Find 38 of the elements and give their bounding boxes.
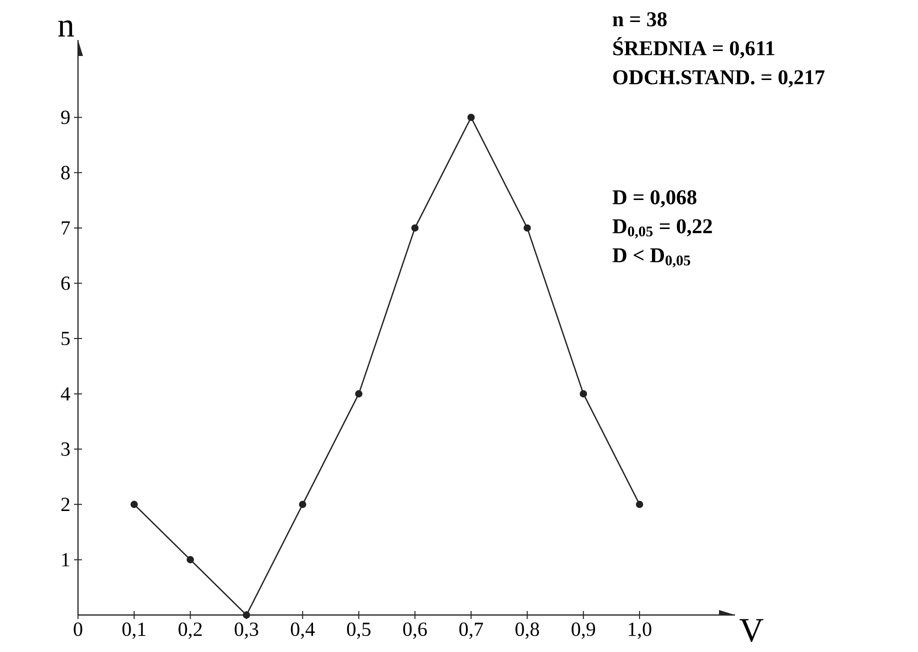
x-tick-label: 0,3 bbox=[234, 622, 258, 639]
x-tick-label: 1,0 bbox=[628, 622, 652, 639]
x-tick-label: 0,6 bbox=[403, 622, 427, 639]
point bbox=[636, 500, 644, 508]
y-tick-label: 2 bbox=[61, 498, 70, 512]
y-tick-label: 5 bbox=[62, 332, 70, 346]
y-tick-label: 4 bbox=[60, 387, 70, 400]
x-tick-label: 0,1 bbox=[122, 622, 146, 639]
annotation: ŚREDNIA = 0,611 bbox=[613, 37, 774, 58]
x-tick-label: 0,8 bbox=[516, 622, 539, 639]
y-tick-label: 9 bbox=[61, 110, 70, 124]
y-tick-label: 8 bbox=[61, 166, 70, 180]
point bbox=[355, 390, 362, 398]
point bbox=[411, 224, 419, 232]
y-tick-label: 1 bbox=[62, 553, 70, 566]
x-tick-label: 0,5 bbox=[347, 622, 370, 639]
x-tick-label: 0,4 bbox=[290, 622, 315, 639]
annotation: ODCH.STAND. = 0,217 bbox=[613, 70, 825, 88]
text: n = 38 bbox=[612, 12, 667, 26]
point bbox=[524, 224, 531, 232]
x-axis-title: V bbox=[740, 619, 764, 642]
x-tick-label: 0,2 bbox=[178, 622, 202, 639]
point bbox=[580, 390, 588, 398]
x-tick-label: 0 bbox=[74, 622, 82, 636]
annotation: D$_{0,05}$ = 0,22 bbox=[612, 219, 712, 239]
y-tick-label: 3 bbox=[61, 442, 70, 456]
point bbox=[130, 500, 138, 508]
point bbox=[298, 500, 306, 508]
point bbox=[242, 611, 250, 619]
annotation: D < D$_{0,05}$ bbox=[612, 248, 690, 268]
point bbox=[467, 114, 475, 122]
y-tick-label: 7 bbox=[62, 221, 70, 235]
x-tick-label: 0,7 bbox=[459, 622, 484, 639]
x-tick-label: 0,9 bbox=[572, 622, 596, 639]
y-axis-title: n bbox=[58, 20, 74, 36]
point bbox=[186, 556, 194, 564]
y-tick-label: 6 bbox=[61, 276, 70, 290]
annotation: D = 0,068 bbox=[612, 190, 696, 208]
